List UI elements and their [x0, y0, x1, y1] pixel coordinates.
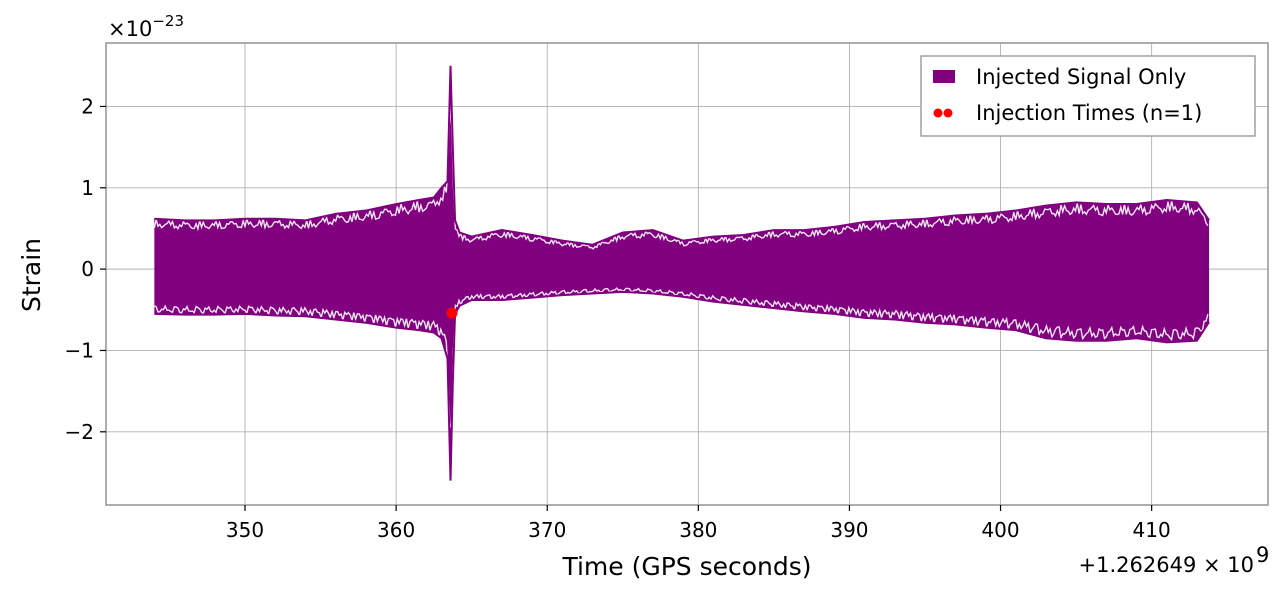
x-tick-label: 380	[679, 518, 717, 542]
legend-label-injection-times: Injection Times (n=1)	[976, 101, 1202, 125]
y-scale-factor: ×10−23	[108, 12, 184, 41]
signal-upper-edge	[154, 65, 1210, 246]
y-tick-label: −2	[65, 420, 94, 444]
legend: Injected Signal Only Injection Times (n=…	[920, 55, 1256, 137]
x-tick-label: 390	[830, 518, 868, 542]
y-axis-label: Strain	[17, 238, 46, 312]
injection-time-point	[446, 307, 458, 319]
legend-marker-injection-times-a	[933, 108, 943, 118]
x-tick-label: 410	[1133, 518, 1171, 542]
x-tick-label: 400	[981, 518, 1019, 542]
x-tick-label: 370	[528, 518, 566, 542]
x-tick-label: 360	[377, 518, 415, 542]
x-tick-label: 350	[226, 518, 264, 542]
y-tick-label: 1	[81, 176, 94, 200]
axis-ticks: 350 360 370 380 390 400 410 −2 −1 0 1 2	[65, 94, 1171, 542]
y-tick-label: −1	[65, 338, 94, 362]
legend-swatch-injected-signal	[933, 70, 955, 83]
legend-box	[920, 55, 1256, 137]
signal-envelope	[154, 65, 1210, 481]
x-offset-label: +1.262649 × 10	[1079, 553, 1254, 577]
x-offset-exponent: 9	[1256, 543, 1269, 567]
legend-label-injected-signal: Injected Signal Only	[976, 65, 1186, 89]
x-axis-label: Time (GPS seconds)	[561, 552, 811, 581]
plot-frame	[105, 42, 1269, 506]
y-tick-label: 0	[81, 257, 94, 281]
signal-upper-texture	[153, 105, 1209, 250]
legend-marker-injection-times-b	[943, 108, 953, 118]
series-layer	[153, 65, 1210, 481]
y-tick-label: 2	[81, 94, 94, 118]
signal-lower-texture	[154, 287, 1209, 429]
signal-lower-edge	[154, 290, 1210, 481]
